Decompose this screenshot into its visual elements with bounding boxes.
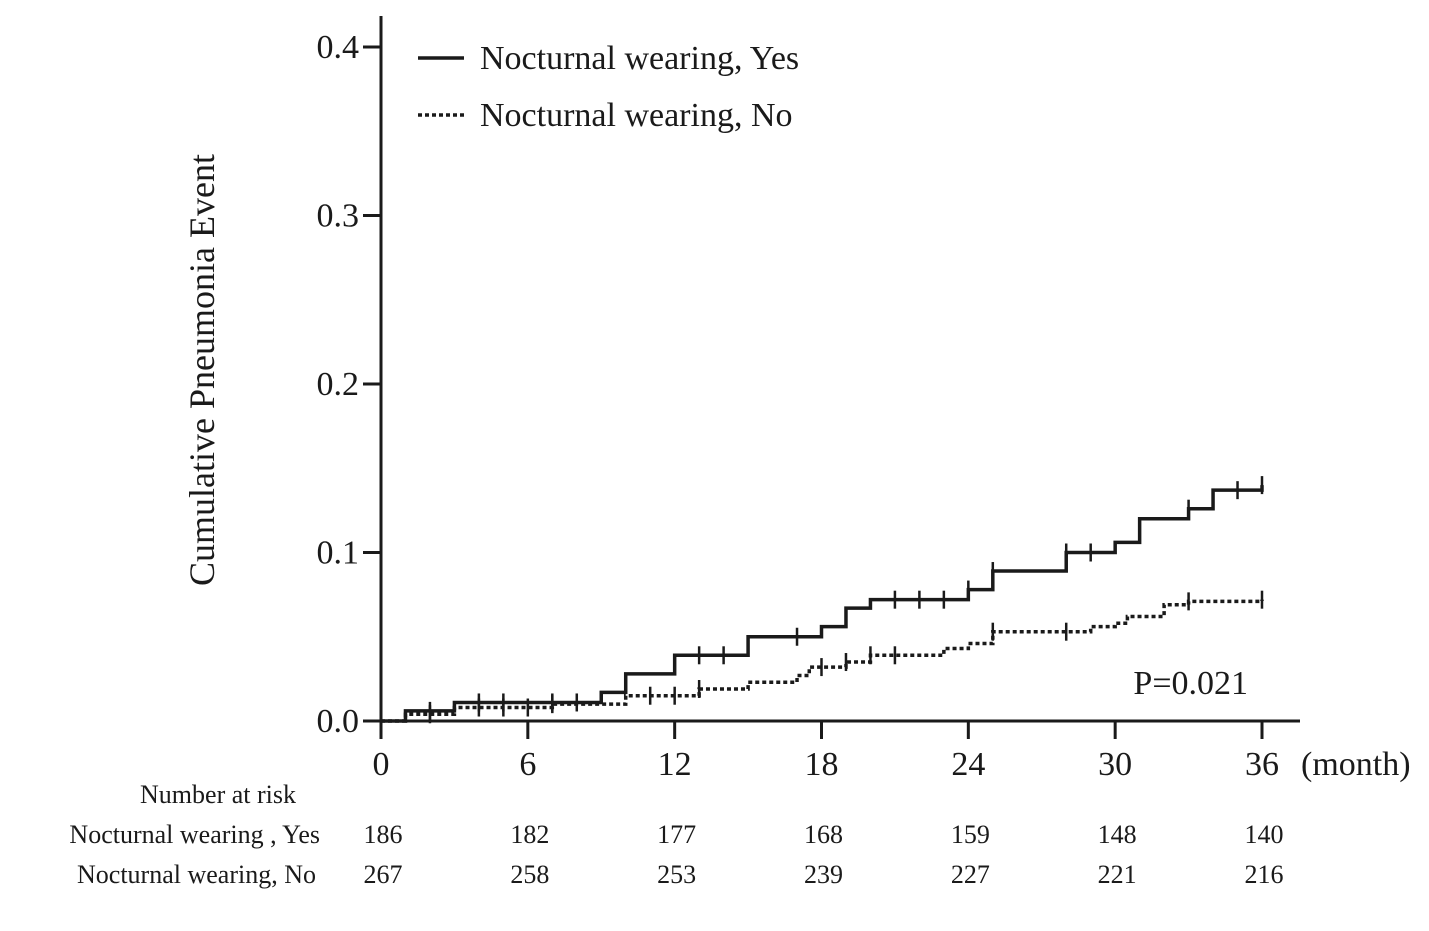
legend-label-2: Nocturnal wearing, No	[480, 97, 793, 134]
x-tick-label: 36	[1245, 746, 1279, 783]
risk-cell: 239	[804, 860, 843, 889]
y-tick-label: 0.3	[317, 198, 360, 235]
y-tick-label: 0.1	[317, 535, 360, 572]
legend-label-1: Nocturnal wearing, Yes	[480, 40, 799, 77]
risk-cell: 227	[951, 860, 990, 889]
x-tick-label: 12	[658, 746, 692, 783]
series-layer	[381, 476, 1264, 724]
y-tick-label: 0.4	[317, 29, 360, 66]
risk-cell: 221	[1098, 860, 1137, 889]
risk-cell: 186	[364, 820, 403, 849]
risk-cell: 216	[1245, 860, 1284, 889]
x-tick-label: 0	[373, 746, 390, 783]
risk-row-label-1: Nocturnal wearing , Yes	[69, 820, 320, 849]
axes: 0.0 0.1 0.2 0.3 0.4 0 6 12 18 24 30 36	[317, 16, 1300, 783]
risk-table: Number at risk Nocturnal wearing , Yes 18…	[69, 780, 1283, 889]
risk-cell: 253	[657, 860, 696, 889]
risk-row-label-2: Nocturnal wearing, No	[77, 860, 316, 889]
risk-cell: 140	[1245, 820, 1284, 849]
legend: Nocturnal wearing, Yes Nocturnal wearing,…	[418, 40, 799, 134]
risk-table-title: Number at risk	[140, 780, 296, 809]
risk-cell: 258	[510, 860, 549, 889]
risk-cell: 159	[951, 820, 990, 849]
risk-cell: 168	[804, 820, 843, 849]
risk-cell: 148	[1098, 820, 1137, 849]
risk-cell: 267	[364, 860, 403, 889]
x-tick-label: 6	[519, 746, 536, 783]
risk-cell: 177	[657, 820, 696, 849]
p-value-annotation: P=0.021	[1133, 665, 1248, 702]
x-axis-unit-label: (month)	[1301, 746, 1411, 783]
y-tick-label: 0.0	[317, 703, 360, 740]
x-tick-label: 24	[951, 746, 985, 783]
y-axis-label: Cumulative Pneumonia Event	[182, 154, 222, 586]
series-line-1	[381, 485, 1264, 723]
x-tick-label: 18	[805, 746, 839, 783]
x-tick-label: 30	[1098, 746, 1132, 783]
y-tick-label: 0.2	[317, 366, 360, 403]
risk-cell: 182	[510, 820, 549, 849]
